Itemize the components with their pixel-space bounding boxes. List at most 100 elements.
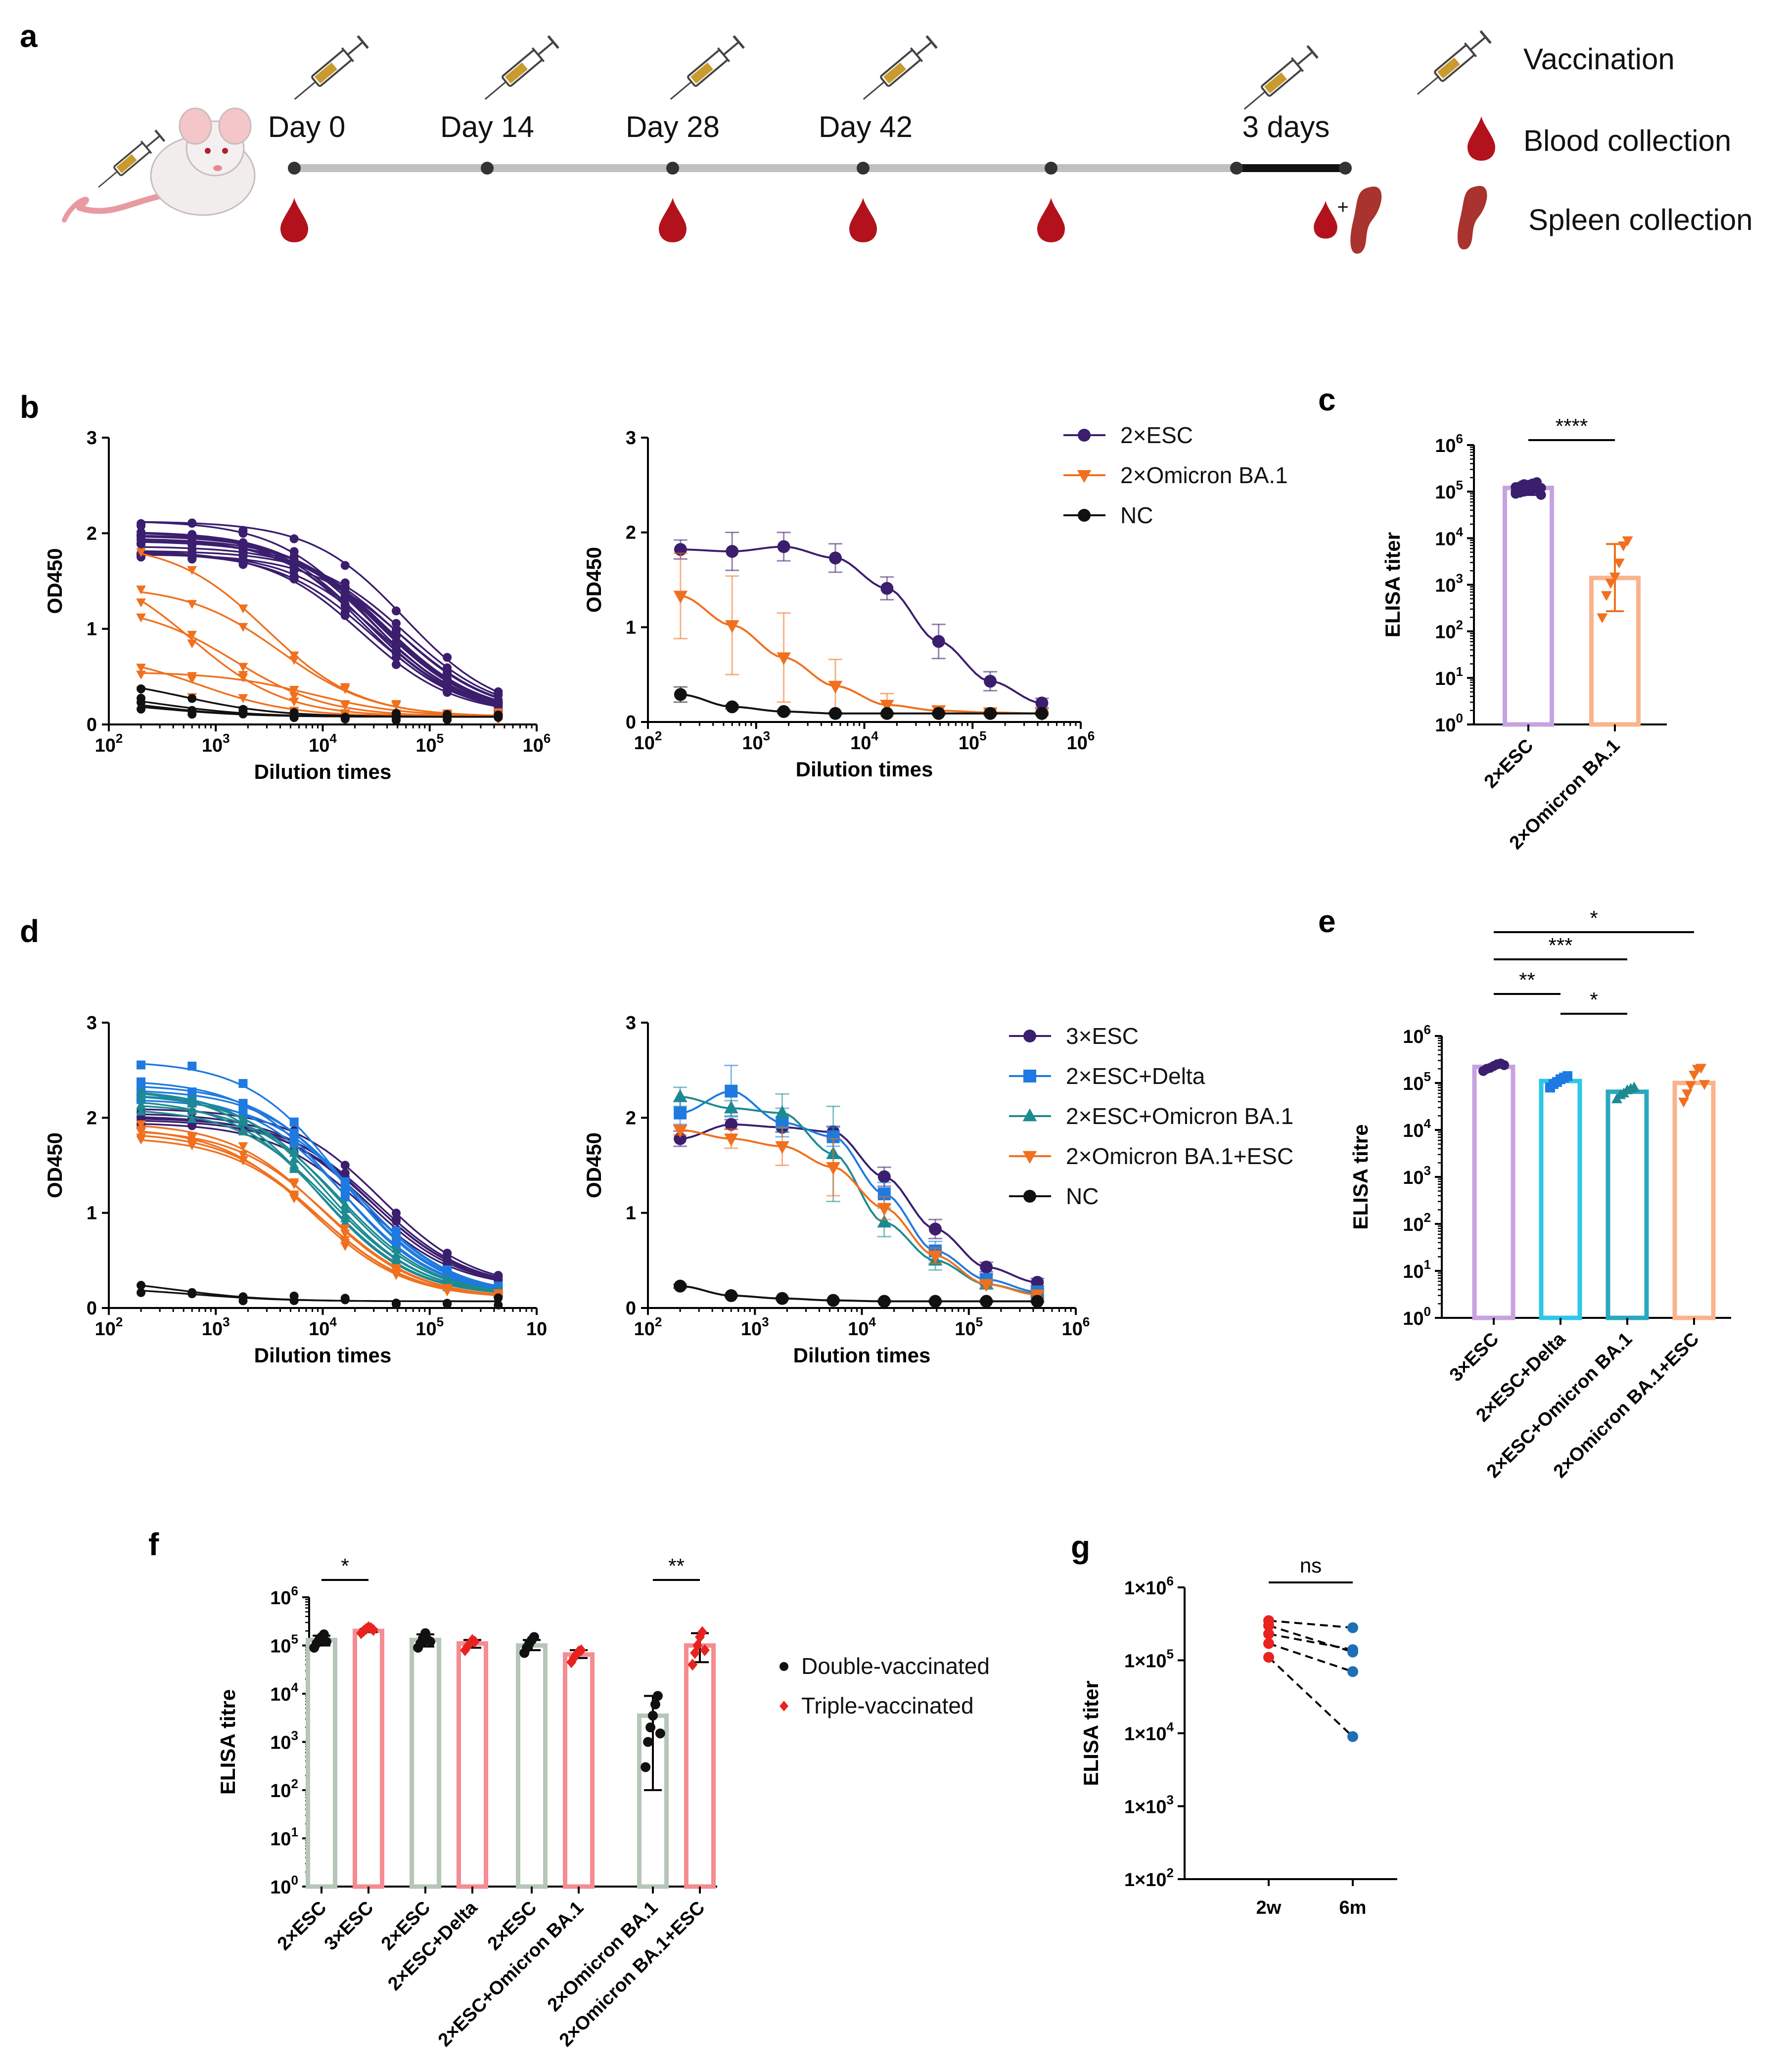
data-point — [928, 1295, 942, 1308]
mouse-tail — [76, 192, 166, 214]
bar — [306, 1637, 337, 1889]
x-axis-title: Dilution times — [254, 1344, 392, 1367]
syringe-liquid — [116, 154, 137, 174]
series-2×ESC — [137, 518, 503, 715]
data-point — [289, 534, 299, 543]
data-point — [391, 638, 401, 648]
spleen-legend-icon — [1457, 185, 1487, 250]
data-point — [984, 707, 997, 720]
y-tick-label: 3 — [626, 428, 636, 449]
data-point — [238, 1106, 248, 1116]
data-point — [289, 651, 299, 661]
syringe-liquid — [505, 62, 528, 84]
y-tick-label: 104 — [1403, 1116, 1431, 1141]
syringe-icon — [1243, 45, 1319, 110]
data-point — [289, 1160, 299, 1169]
data-point — [725, 620, 739, 633]
blood-drop-icon — [1037, 198, 1065, 242]
data-point — [1605, 579, 1616, 589]
data-point — [494, 1300, 503, 1309]
blood-drop-icon — [1314, 201, 1337, 239]
data-point — [529, 1632, 539, 1642]
data-point — [136, 664, 146, 673]
y-tick-label: 105 — [1435, 478, 1463, 503]
data-point — [187, 1114, 197, 1123]
x-tick-label: 103 — [202, 1314, 230, 1340]
panel-a-timeline — [62, 30, 1495, 254]
significance-label: ** — [668, 1554, 685, 1577]
data-point — [187, 631, 197, 640]
y-tick-label: 2 — [87, 1108, 97, 1128]
syringe-needle — [98, 171, 118, 188]
x-tick-label: 102 — [95, 1314, 123, 1340]
timeline-day0: Day 0 — [268, 110, 346, 143]
data-point — [340, 592, 350, 601]
data-point — [391, 606, 401, 616]
data-point — [238, 674, 248, 683]
data-point — [136, 671, 146, 680]
fit-curve — [140, 1081, 499, 1290]
data-point — [1499, 1060, 1510, 1070]
syringe-plunger — [723, 41, 739, 56]
legend-f: Double-vaccinated Triple-vaccinated — [780, 1653, 990, 1718]
data-point — [136, 1091, 146, 1101]
fit-curve — [680, 1090, 1038, 1293]
timeline-day42: Day 42 — [819, 110, 913, 143]
y-tick-label: 0 — [87, 1298, 97, 1319]
y-tick-label: 101 — [1403, 1257, 1431, 1282]
data-point — [725, 1118, 738, 1131]
data-point — [442, 1284, 453, 1293]
bar — [1672, 1081, 1716, 1320]
data-point — [674, 688, 687, 701]
syringe-icon — [670, 35, 745, 100]
syringe-liquid — [1264, 72, 1287, 94]
syringe-plunger — [145, 135, 161, 148]
data-point — [724, 1133, 738, 1147]
data-point — [1035, 696, 1049, 710]
data-point — [238, 1099, 248, 1108]
data-point — [340, 1229, 350, 1239]
mouse-nose — [213, 165, 222, 171]
y-tick-label: 2 — [87, 523, 97, 544]
data-point — [238, 694, 248, 703]
data-point — [289, 1192, 299, 1202]
data-point — [289, 1154, 299, 1163]
data-point — [1696, 1064, 1707, 1074]
legend-marker — [1077, 470, 1092, 483]
y-axis-title: OD450 — [43, 548, 66, 614]
data-point — [137, 1288, 146, 1297]
data-point — [1597, 613, 1608, 624]
syringe-thumb — [1479, 30, 1492, 44]
data-point — [187, 1141, 197, 1151]
syringe-flange — [531, 47, 545, 62]
x-tick-label: 103 — [741, 1314, 769, 1340]
data-point — [984, 675, 997, 688]
data-point — [391, 660, 401, 669]
data-point — [980, 1295, 993, 1308]
y-tick-label: 1×105 — [1124, 1647, 1174, 1672]
data-point — [828, 680, 843, 694]
y-axis-title: ELISA titer — [1079, 1680, 1102, 1786]
fit-curve — [140, 1130, 499, 1297]
x-tick-label: 106 — [1067, 728, 1095, 754]
data-point — [979, 1279, 994, 1292]
data-point — [645, 1722, 656, 1733]
x-axis-title: Dilution times — [254, 760, 392, 783]
mouse-injection-syringe-icon — [98, 130, 166, 188]
data-point — [340, 561, 350, 570]
timeline-node — [1230, 162, 1243, 175]
timeline-day28: Day 28 — [626, 110, 720, 143]
data-point — [187, 530, 197, 539]
legend-b: 2×ESC 2×Omicron BA.1 NC — [1063, 422, 1288, 528]
syringe-plunger — [1469, 36, 1486, 51]
data-point — [187, 1061, 197, 1071]
data-point — [1699, 1080, 1710, 1090]
data-point — [289, 1296, 299, 1306]
y-axis-title: OD450 — [43, 1132, 66, 1198]
data-point — [576, 1644, 586, 1656]
mouse-ear — [218, 107, 252, 145]
data-point — [340, 1177, 350, 1186]
legend-label: NC — [1066, 1183, 1099, 1209]
panel-label-a: a — [20, 18, 38, 54]
